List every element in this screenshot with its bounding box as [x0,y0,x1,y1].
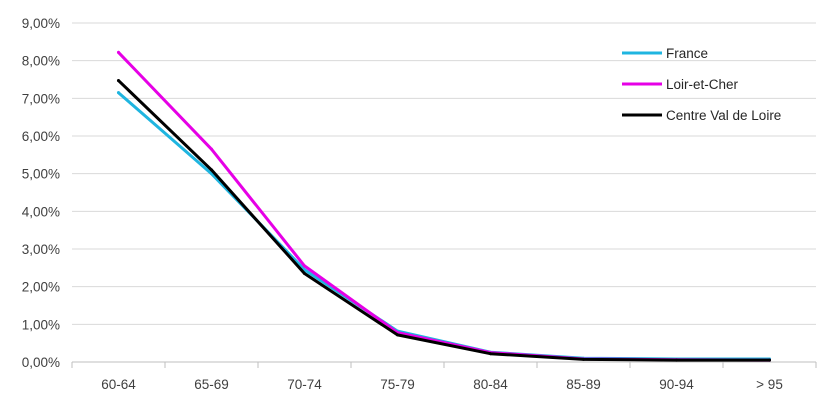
y-tick-label: 8,00% [22,54,60,69]
gridlines [72,22,816,325]
legend-label: France [666,46,708,61]
y-tick-label: 1,00% [22,317,60,332]
data-point-centre-val-de-loire [396,333,399,337]
x-tick-label: > 95 [756,377,783,392]
data-point-centre-val-de-loire [303,271,306,275]
data-point-centre-val-de-loire [582,357,585,361]
y-tick-label: 9,00% [22,16,60,31]
x-tick-label: 80-84 [473,377,508,392]
x-tick-label: 60-64 [101,377,136,392]
legend-label: Loir-et-Cher [666,77,739,92]
y-tick-label: 2,00% [22,280,60,295]
x-tick-label: 90-94 [659,377,694,392]
data-point-loir-et-cher [210,147,213,151]
x-tick-label: 65-69 [194,377,229,392]
x-tick-label: 85-89 [566,377,601,392]
data-point-centre-val-de-loire [768,358,771,362]
axes: 0,00% 1,00% 2,00% 3,00% 4,00% 5,00% 6,00% 7,00%… [22,16,817,392]
legend-label: Centre Val de Loire [666,108,781,123]
legend: France Loir-et-Cher Centre Val de Loire [622,46,781,123]
y-tick-label: 3,00% [22,242,60,257]
y-tick-label: 0,00% [22,355,60,370]
x-tick-label: 75-79 [380,377,415,392]
data-point-loir-et-cher [117,50,120,54]
data-point-france [117,91,120,95]
data-point-loir-et-cher [303,264,306,268]
y-tick-label: 6,00% [22,129,60,144]
y-tick-label: 7,00% [22,91,60,106]
data-point-centre-val-de-loire [489,352,492,356]
data-point-centre-val-de-loire [210,168,213,172]
series-line-centre-val-de-loire [117,79,771,362]
data-point-centre-val-de-loire [117,79,120,83]
series-line-france [117,91,771,361]
data-point-centre-val-de-loire [675,358,678,362]
series-lines [117,50,771,362]
x-tick-label: 70-74 [287,377,322,392]
y-tick-label: 5,00% [22,167,60,182]
y-tick-label: 4,00% [22,204,60,219]
